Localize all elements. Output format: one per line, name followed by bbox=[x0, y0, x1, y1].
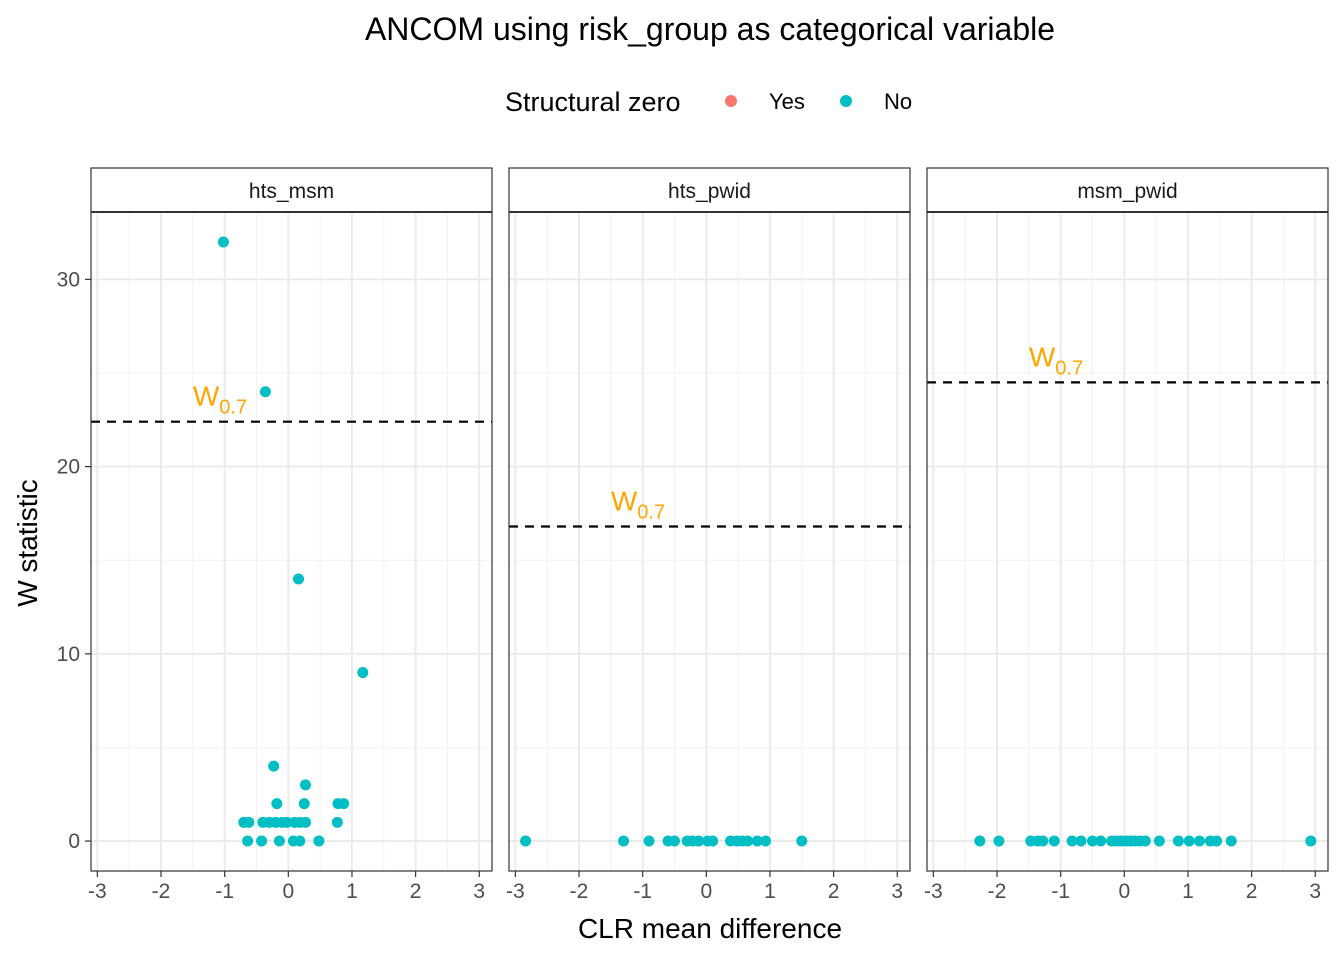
x-tick-label: 3 bbox=[1309, 880, 1321, 903]
facet-strip bbox=[508, 167, 911, 213]
data-point bbox=[707, 835, 719, 847]
x-tick-label: -1 bbox=[1051, 880, 1070, 903]
threshold-label: W0.7 bbox=[193, 381, 247, 419]
data-point bbox=[643, 835, 655, 847]
data-point bbox=[1139, 835, 1151, 847]
facet-strip bbox=[90, 167, 493, 213]
data-point bbox=[993, 835, 1005, 847]
x-tick-label: 2 bbox=[410, 880, 422, 903]
y-tick-label: 30 bbox=[57, 268, 80, 291]
data-point bbox=[256, 835, 268, 847]
data-point bbox=[242, 835, 254, 847]
x-tick-label: 0 bbox=[1118, 880, 1130, 903]
data-point bbox=[313, 835, 325, 847]
data-point bbox=[618, 835, 630, 847]
data-point bbox=[1305, 835, 1317, 847]
x-tick-label: -2 bbox=[570, 880, 589, 903]
data-point bbox=[273, 835, 285, 847]
data-point bbox=[520, 835, 532, 847]
data-point bbox=[760, 835, 772, 847]
data-point bbox=[1172, 835, 1184, 847]
data-point bbox=[338, 798, 350, 810]
data-point bbox=[259, 386, 271, 398]
data-point bbox=[1048, 835, 1060, 847]
data-point bbox=[298, 798, 310, 810]
y-tick-label: 10 bbox=[57, 643, 80, 666]
data-point bbox=[357, 667, 369, 679]
data-point bbox=[1153, 835, 1165, 847]
data-point bbox=[796, 835, 808, 847]
x-tick-label: 3 bbox=[473, 880, 485, 903]
legend-marker-no bbox=[840, 95, 852, 107]
data-point bbox=[742, 835, 754, 847]
x-tick-label: 1 bbox=[764, 880, 776, 903]
data-point bbox=[974, 835, 986, 847]
x-tick-label: -3 bbox=[506, 880, 525, 903]
x-tick-label: -1 bbox=[215, 880, 234, 903]
legend-marker-yes bbox=[725, 95, 737, 107]
x-tick-label: 1 bbox=[346, 880, 358, 903]
threshold-label: W0.7 bbox=[611, 486, 665, 524]
data-point bbox=[1193, 835, 1205, 847]
x-tick-label: 0 bbox=[700, 880, 712, 903]
legend-label-yes: Yes bbox=[769, 89, 805, 114]
x-tick-label: 0 bbox=[282, 880, 294, 903]
threshold-label: W0.7 bbox=[1029, 341, 1083, 379]
x-tick-label: -3 bbox=[88, 880, 107, 903]
x-tick-label: -2 bbox=[152, 880, 171, 903]
chart-title: ANCOM using risk_group as categorical va… bbox=[365, 11, 1055, 47]
x-tick-label: 2 bbox=[1246, 880, 1258, 903]
plot-background bbox=[91, 212, 492, 871]
data-point bbox=[217, 236, 229, 248]
legend: Structural zero Yes No bbox=[505, 87, 912, 117]
x-tick-label: 1 bbox=[1182, 880, 1194, 903]
data-point bbox=[1095, 835, 1107, 847]
facet-strip-label: hts_pwid bbox=[668, 180, 751, 203]
y-tick-label: 0 bbox=[68, 830, 80, 853]
data-point bbox=[1037, 835, 1049, 847]
plot-background bbox=[509, 212, 910, 871]
data-point bbox=[300, 779, 312, 791]
data-point bbox=[1066, 835, 1078, 847]
data-point bbox=[294, 835, 306, 847]
x-axis-title: CLR mean difference bbox=[578, 913, 842, 944]
x-tick-label: 3 bbox=[891, 880, 903, 903]
data-point bbox=[243, 816, 255, 828]
data-point bbox=[281, 816, 293, 828]
data-point bbox=[268, 760, 280, 772]
data-point bbox=[1086, 835, 1098, 847]
facet-strip-label: msm_pwid bbox=[1077, 180, 1177, 203]
x-tick-label: 2 bbox=[828, 880, 840, 903]
data-point bbox=[271, 798, 283, 810]
y-axis-title: W statistic bbox=[12, 479, 43, 607]
data-point bbox=[300, 816, 312, 828]
data-point bbox=[331, 816, 343, 828]
data-point bbox=[1225, 835, 1237, 847]
legend-title: Structural zero bbox=[505, 87, 681, 117]
x-tick-label: -1 bbox=[633, 880, 652, 903]
data-point bbox=[1211, 835, 1223, 847]
x-tick-label: -2 bbox=[988, 880, 1007, 903]
data-point bbox=[1183, 835, 1195, 847]
plot-background bbox=[927, 212, 1328, 871]
data-point bbox=[693, 835, 705, 847]
facet-panel-hts_pwid: W0.7 hts_pwid -3 -2 -1 0 1 2 3 bbox=[506, 167, 911, 903]
data-point bbox=[293, 573, 305, 585]
facet-strip-label: hts_msm bbox=[249, 180, 334, 203]
data-point bbox=[751, 835, 763, 847]
data-point bbox=[668, 835, 680, 847]
x-tick-label: -3 bbox=[924, 880, 943, 903]
y-tick-label: 20 bbox=[57, 456, 80, 479]
data-point bbox=[1075, 835, 1087, 847]
legend-label-no: No bbox=[884, 89, 912, 114]
facet-strip bbox=[926, 167, 1329, 213]
facet-panel-msm_pwid: W0.7 msm_pwid -3 -2 -1 0 1 2 3 bbox=[924, 167, 1329, 903]
